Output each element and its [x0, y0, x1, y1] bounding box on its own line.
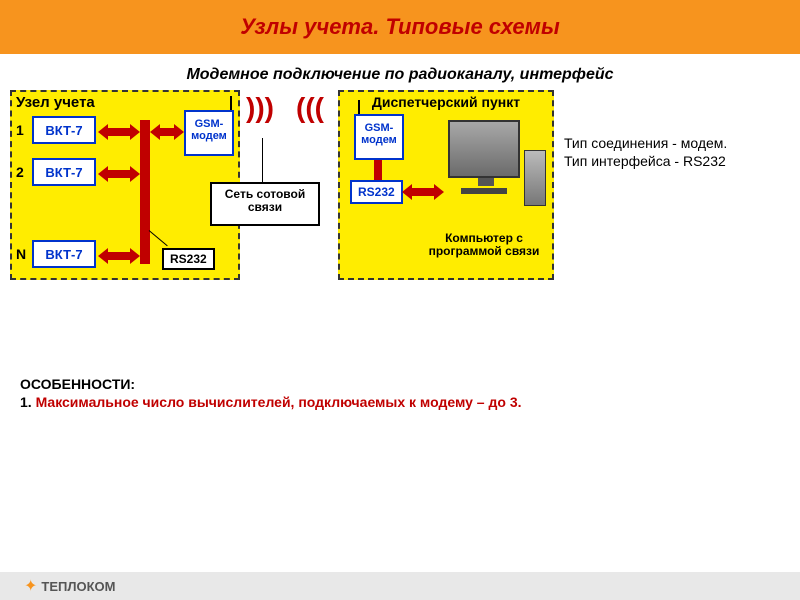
device-vkt-2: ВКТ-7 — [32, 158, 96, 186]
arrow-rs232-pc — [412, 188, 434, 196]
footer-bar: ✦ ТЕПЛОКОМ — [0, 572, 800, 600]
side-line-1: Тип соединения - модем. — [564, 134, 784, 152]
subtitle: Модемное подключение по радиоканалу, инт… — [0, 66, 800, 84]
bus-conn-n — [108, 252, 130, 260]
antenna-left — [230, 96, 232, 110]
rs232-label-right: RS232 — [350, 180, 403, 204]
device-num-n: N — [16, 246, 26, 262]
cell-net-pointer — [262, 138, 263, 182]
left-box-title: Узел учета — [16, 94, 95, 111]
device-vkt-1: ВКТ-7 — [32, 116, 96, 144]
rs232-label-left: RS232 — [162, 248, 215, 270]
gsm-modem-right: GSM- модем — [354, 114, 404, 160]
computer-tower-icon — [524, 150, 546, 206]
metering-node-box: Узел учета ВКТ-7 1 ВКТ-7 2 ВКТ-7 N GSM- … — [10, 90, 240, 280]
device-num-1: 1 — [16, 122, 24, 138]
rs232-pointer — [149, 230, 168, 246]
footer-logo-icon: ✦ — [24, 576, 37, 596]
header-bar: Узлы учета. Типовые схемы — [0, 0, 800, 54]
side-description: Тип соединения - модем. Тип интерфейса -… — [564, 134, 784, 170]
features-block: ОСОБЕННОСТИ: 1. Максимальное число вычис… — [20, 376, 522, 410]
radio-waves-right: ((( — [296, 92, 324, 124]
page-title: Узлы учета. Типовые схемы — [240, 14, 559, 40]
bus-conn-1 — [108, 128, 130, 136]
diagram: Узел учета ВКТ-7 1 ВКТ-7 2 ВКТ-7 N GSM- … — [0, 90, 800, 310]
features-heading: ОСОБЕННОСТИ: — [20, 376, 522, 392]
bus-vertical — [140, 120, 150, 264]
computer-label: Компьютер с программой связи — [424, 232, 544, 258]
device-num-2: 2 — [16, 164, 24, 180]
radio-waves-left: ))) — [246, 92, 274, 124]
bus-conn-2 — [108, 170, 130, 178]
cellular-network-box: Сеть сотовой связи — [210, 182, 320, 226]
arrow-modem-rs232 — [374, 160, 382, 180]
right-box-title: Диспетчерский пункт — [340, 94, 552, 110]
footer-brand: ТЕПЛОКОМ — [41, 579, 115, 594]
features-text: Максимальное число вычислителей, подключ… — [36, 394, 522, 410]
computer-icon — [448, 120, 520, 194]
gsm-modem-left: GSM- модем — [184, 110, 234, 156]
antenna-right — [358, 100, 360, 114]
device-vkt-n: ВКТ-7 — [32, 240, 96, 268]
features-num: 1. — [20, 394, 36, 410]
bus-to-modem — [160, 128, 174, 136]
features-item-1: 1. Максимальное число вычислителей, подк… — [20, 394, 522, 410]
dispatch-center-box: Диспетчерский пункт GSM- модем RS232 Ком… — [338, 90, 554, 280]
side-line-2: Тип интерфейса - RS232 — [564, 152, 784, 170]
